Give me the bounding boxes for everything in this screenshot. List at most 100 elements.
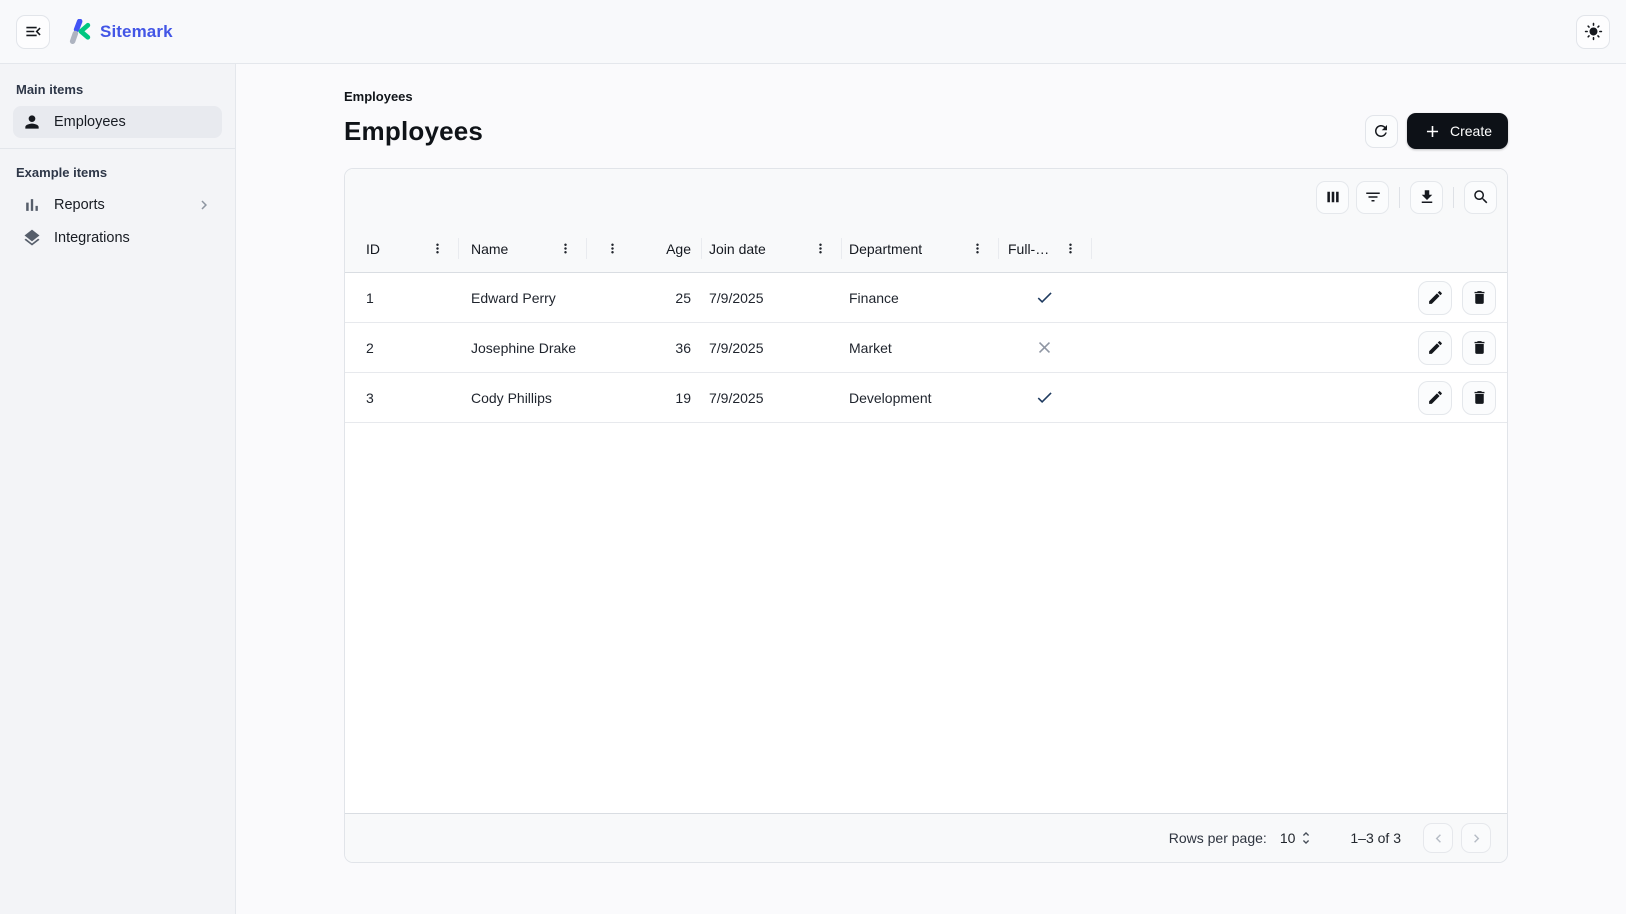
column-header-actions xyxy=(1091,225,1507,272)
pencil-icon xyxy=(1427,389,1444,406)
column-menu-button[interactable] xyxy=(1059,238,1081,260)
delete-row-button[interactable] xyxy=(1462,280,1496,315)
search-icon xyxy=(1472,188,1490,206)
breadcrumb: Employees xyxy=(344,89,413,104)
kebab-icon xyxy=(970,241,985,256)
close-icon xyxy=(1035,338,1054,357)
chevron-right-icon xyxy=(1468,830,1485,847)
rows-per-page-select[interactable]: 10 xyxy=(1280,830,1315,846)
toolbar-divider xyxy=(1453,186,1454,208)
sitemark-logo-icon xyxy=(66,19,91,44)
cell-department: Market xyxy=(849,339,892,356)
chevron-left-icon xyxy=(1430,830,1447,847)
delete-row-button[interactable] xyxy=(1462,330,1496,365)
column-menu-button[interactable] xyxy=(966,238,988,260)
cell-department: Development xyxy=(849,389,932,406)
check-icon xyxy=(1035,288,1054,307)
menu-open-icon xyxy=(24,22,43,41)
filter-icon xyxy=(1364,188,1382,206)
main-content: Employees Employees Create ID xyxy=(236,64,1626,914)
export-button[interactable] xyxy=(1410,180,1443,214)
edit-row-button[interactable] xyxy=(1418,330,1452,365)
trash-icon xyxy=(1471,389,1488,406)
cell-join_date: 7/9/2025 xyxy=(709,289,764,306)
pencil-icon xyxy=(1427,339,1444,356)
grid-body: 1 Edward Perry 25 7/9/2025 Finance 2 Josephin… xyxy=(345,273,1507,813)
trash-icon xyxy=(1471,289,1488,306)
cell-age: 19 xyxy=(675,389,691,406)
column-header-id[interactable]: ID xyxy=(345,225,458,272)
trash-icon xyxy=(1471,339,1488,356)
view-columns-icon xyxy=(1324,188,1342,206)
edit-row-button[interactable] xyxy=(1418,280,1452,315)
table-row[interactable]: 2 Josephine Drake 36 7/9/2025 Market xyxy=(345,323,1507,373)
bar-chart-icon xyxy=(22,195,42,215)
unfold-more-icon xyxy=(1298,830,1314,846)
sun-icon xyxy=(1584,22,1603,41)
rows-per-page-value: 10 xyxy=(1279,830,1296,846)
data-grid: ID Name Age Join date Department Full-… 1 Edwa… xyxy=(344,168,1508,863)
column-header-join_date[interactable]: Join date xyxy=(701,225,841,272)
row-actions xyxy=(1418,273,1507,322)
cell-join_date: 7/9/2025 xyxy=(709,339,764,356)
cell-age: 36 xyxy=(675,339,691,356)
sidebar-item-reports[interactable]: Reports xyxy=(13,189,222,221)
column-menu-button[interactable] xyxy=(809,238,831,260)
layers-icon xyxy=(22,228,42,248)
column-header-age[interactable]: Age xyxy=(586,225,701,272)
page-title: Employees xyxy=(344,115,484,146)
table-row[interactable]: 3 Cody Phillips 19 7/9/2025 Development xyxy=(345,373,1507,423)
cell-department: Finance xyxy=(849,289,899,306)
column-menu-button[interactable] xyxy=(554,238,576,260)
cell-name: Josephine Drake xyxy=(471,339,577,356)
cell-age: 25 xyxy=(675,289,691,306)
filter-button[interactable] xyxy=(1356,180,1389,214)
grid-footer: Rows per page: 10 1–3 of 3 xyxy=(345,813,1507,862)
previous-page-button[interactable] xyxy=(1423,823,1453,853)
toolbar-divider xyxy=(1399,186,1400,208)
cell-name: Cody Phillips xyxy=(471,389,552,406)
column-header-full_time[interactable]: Full-… xyxy=(998,225,1091,272)
theme-toggle-button[interactable] xyxy=(1576,14,1610,49)
pencil-icon xyxy=(1427,289,1444,306)
sidebar-item-integrations[interactable]: Integrations xyxy=(13,222,222,254)
sidebar-collapse-button[interactable] xyxy=(16,14,50,49)
cell-full_time xyxy=(998,273,1091,322)
cell-id: 3 xyxy=(366,389,374,406)
cell-id: 1 xyxy=(366,289,374,306)
column-menu-button[interactable] xyxy=(426,238,448,260)
sidebar-divider xyxy=(0,148,235,149)
cell-full_time xyxy=(998,373,1091,422)
sidebar-item-employees[interactable]: Employees xyxy=(13,106,222,138)
sidebar-section-title: Example items xyxy=(16,165,108,180)
column-header-department[interactable]: Department xyxy=(841,225,998,272)
search-button[interactable] xyxy=(1464,180,1497,214)
refresh-button[interactable] xyxy=(1364,114,1398,148)
sidebar-item-label: Reports xyxy=(54,197,105,213)
kebab-icon xyxy=(605,241,620,256)
kebab-icon xyxy=(1063,241,1078,256)
table-row[interactable]: 1 Edward Perry 25 7/9/2025 Finance xyxy=(345,273,1507,323)
check-icon xyxy=(1035,388,1054,407)
delete-row-button[interactable] xyxy=(1462,380,1496,415)
plus-icon xyxy=(1423,122,1442,141)
kebab-icon xyxy=(558,241,573,256)
column-menu-button[interactable] xyxy=(601,238,623,260)
sidebar-item-label: Integrations xyxy=(54,230,130,246)
edit-row-button[interactable] xyxy=(1418,380,1452,415)
create-button[interactable]: Create xyxy=(1406,113,1508,149)
row-actions xyxy=(1418,373,1507,422)
create-button-label: Create xyxy=(1449,123,1492,139)
refresh-icon xyxy=(1372,122,1390,140)
next-page-button[interactable] xyxy=(1461,823,1491,853)
cell-id: 2 xyxy=(366,339,374,356)
pagination-range: 1–3 of 3 xyxy=(1350,830,1401,846)
kebab-icon xyxy=(813,241,828,256)
download-icon xyxy=(1418,188,1436,206)
grid-toolbar xyxy=(345,169,1507,225)
grid-empty-space xyxy=(345,423,1507,813)
kebab-icon xyxy=(430,241,445,256)
columns-button[interactable] xyxy=(1316,180,1349,214)
sidebar-section-title: Main items xyxy=(16,82,84,97)
column-header-name[interactable]: Name xyxy=(458,225,586,272)
